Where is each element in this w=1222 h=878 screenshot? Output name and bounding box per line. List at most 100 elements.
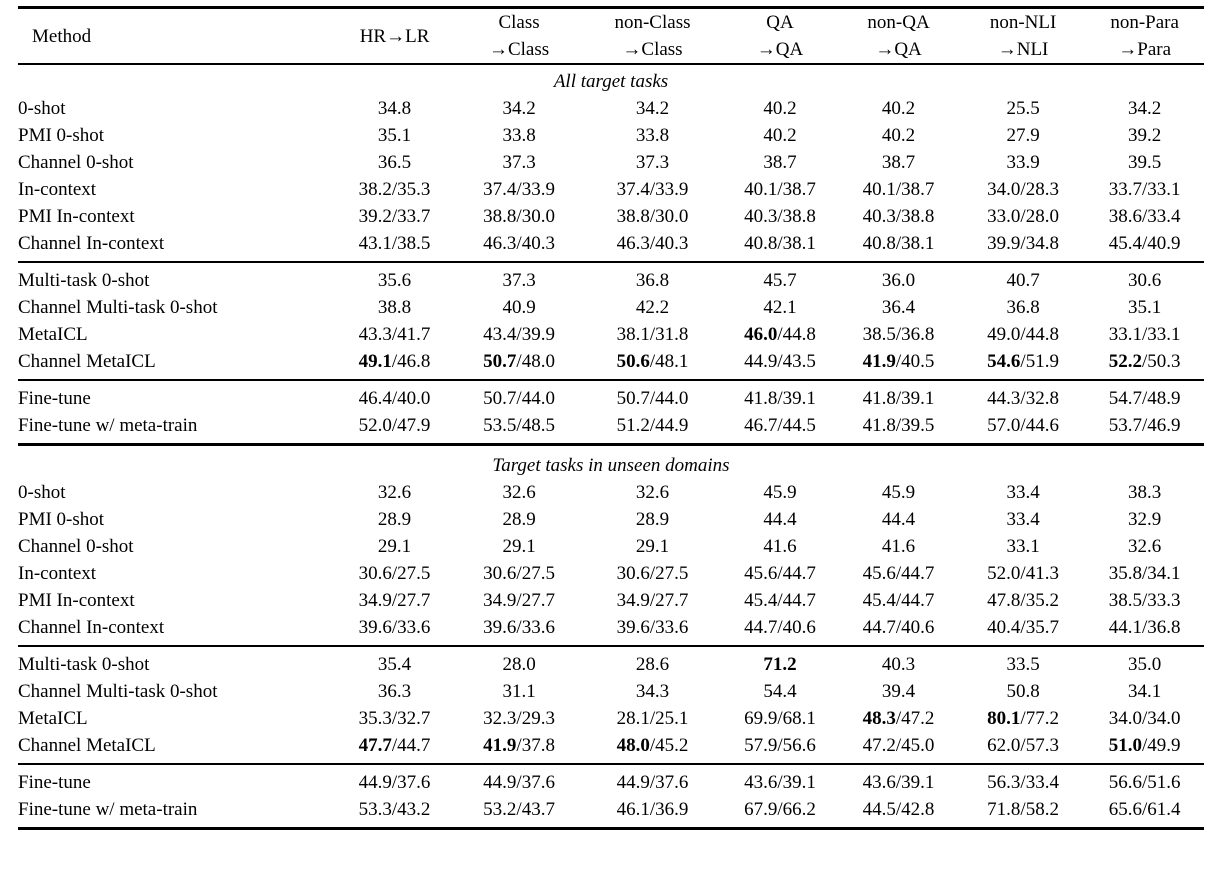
value-cell: 31.1 <box>502 681 536 702</box>
value-cell: 47.8/35.2 <box>987 590 1059 611</box>
table-row: Channel Multi-task 0-shot 36.3 31.1 34.3 54.… <box>18 678 1204 705</box>
value-cell: 39.6/33.6 <box>358 617 431 638</box>
value-cell: 52.0/41.3 <box>987 563 1059 584</box>
results-table: Method HR→LR Class →Class non-Class →Class QA… <box>18 6 1204 830</box>
value-cell: 29.1 <box>502 536 536 557</box>
value-cell: 40.9 <box>502 297 536 318</box>
value-cell: 69.9/68.1 <box>744 708 816 729</box>
value-cell: 44.3/32.8 <box>960 379 1086 412</box>
value-cell: 44.1/36.8 <box>1108 617 1181 638</box>
value-cell: 28.9 <box>635 509 670 530</box>
section-title-row: All target tasks <box>18 64 1204 95</box>
value-cell: 54.4 <box>763 681 797 702</box>
value-cell: 38.6/33.4 <box>1108 206 1181 227</box>
value-cell: 51.0/49.9 <box>1108 735 1181 756</box>
value-cell: 45.7 <box>723 261 837 294</box>
column-header-line2: →Para <box>1118 39 1172 60</box>
value-cell: 34.0/34.0 <box>1108 708 1181 729</box>
table-body: All target tasks 0-shot 34.8 34.2 34.2 40.2 40… <box>18 64 1204 829</box>
value-cell: 27.9 <box>1006 125 1040 146</box>
value-cell: 43.6/39.1 <box>723 763 837 796</box>
value-cell: 41.9/37.8 <box>483 735 555 756</box>
value-cell: 33.5 <box>960 645 1086 678</box>
value-cell: 47.2/45.0 <box>862 735 935 756</box>
method-cell: Channel In-context <box>18 233 165 254</box>
value-cell: 36.5 <box>377 152 412 173</box>
value-cell: 33.0/28.0 <box>987 206 1059 227</box>
method-cell: Multi-task 0-shot <box>18 645 333 678</box>
value-cell: 45.4/44.7 <box>862 590 935 611</box>
value-cell: 36.0 <box>836 261 961 294</box>
value-cell: 34.0/28.3 <box>987 179 1059 200</box>
value-cell: 38.7 <box>881 152 916 173</box>
value-cell: 28.1/25.1 <box>616 708 689 729</box>
value-cell: 40.3/38.8 <box>862 206 935 227</box>
column-header-3: non-Class →Class <box>581 7 724 65</box>
value-cell: 45.9 <box>763 482 797 503</box>
value-cell: 53.5/48.5 <box>483 415 555 436</box>
table-row: Multi-task 0-shot 35.6 37.3 36.8 45.7 36.0 40.… <box>18 261 1204 294</box>
method-cell: Channel 0-shot <box>18 152 134 173</box>
value-cell: 52.0/47.9 <box>358 415 431 436</box>
value-cell: 29.1 <box>377 536 412 557</box>
value-cell: 33.8 <box>635 125 670 146</box>
value-cell: 28.9 <box>502 509 536 530</box>
value-cell: 34.9/27.7 <box>616 590 689 611</box>
value-cell: 40.2 <box>881 125 916 146</box>
value-cell: 38.8/30.0 <box>483 206 555 227</box>
value-cell: 30.6/27.5 <box>358 563 431 584</box>
method-cell: PMI In-context <box>18 590 135 611</box>
value-cell: 57.9/56.6 <box>744 735 816 756</box>
value-cell: 44.7/40.6 <box>862 617 935 638</box>
table-row: Channel 0-shot 36.5 37.3 37.3 38.7 38.7 33.9 39… <box>18 149 1204 176</box>
table-row: MetaICL 43.3/41.7 43.4/39.9 38.1/31.8 46.0/4… <box>18 321 1204 348</box>
value-cell: 25.5 <box>1006 98 1040 119</box>
value-cell: 37.3 <box>456 261 582 294</box>
value-cell: 46.3/40.3 <box>616 233 689 254</box>
table-row: Fine-tune w/ meta-train 53.3/43.2 53.2/43.… <box>18 796 1204 829</box>
value-cell: 29.1 <box>635 536 670 557</box>
table-row: PMI 0-shot 35.1 33.8 33.8 40.2 40.2 27.9 39.2 <box>18 122 1204 149</box>
column-header-line2: →QA <box>875 39 922 60</box>
table-row: 0-shot 32.6 32.6 32.6 45.9 45.9 33.4 38.3 <box>18 479 1204 506</box>
value-cell: 38.5/36.8 <box>862 324 935 345</box>
value-cell: 34.2 <box>635 98 670 119</box>
table-row: MetaICL 35.3/32.7 32.3/29.3 28.1/25.1 69.9/6… <box>18 705 1204 732</box>
value-cell: 32.6 <box>377 482 412 503</box>
value-cell: 53.2/43.7 <box>483 799 555 820</box>
header-row: Method HR→LR Class →Class non-Class →Class QA… <box>18 7 1204 65</box>
method-cell: In-context <box>18 563 97 584</box>
value-cell: 46.3/40.3 <box>483 233 555 254</box>
value-cell: 40.7 <box>960 261 1086 294</box>
column-header-line2: →QA <box>756 39 804 60</box>
table-row: Fine-tune 46.4/40.0 50.7/44.0 50.7/44.0 41.8… <box>18 379 1204 412</box>
value-cell: 32.9 <box>1128 509 1162 530</box>
value-cell: 33.8 <box>502 125 536 146</box>
table-row: Channel Multi-task 0-shot 38.8 40.9 42.2 42.… <box>18 294 1204 321</box>
value-cell: 54.7/48.9 <box>1085 379 1204 412</box>
table-row: PMI 0-shot 28.9 28.9 28.9 44.4 44.4 33.4 32.9 <box>18 506 1204 533</box>
value-cell: 37.4/33.9 <box>616 179 689 200</box>
value-cell: 43.6/39.1 <box>836 763 961 796</box>
section-title: All target tasks <box>553 71 669 92</box>
value-cell: 42.2 <box>635 297 670 318</box>
value-cell: 44.9/43.5 <box>744 351 816 372</box>
column-header-line1: HR→LR <box>359 25 430 47</box>
value-cell: 33.9 <box>1006 152 1040 173</box>
value-cell: 34.3 <box>635 681 670 702</box>
column-header-4: QA →QA <box>723 7 837 65</box>
value-cell: 40.8/38.1 <box>744 233 816 254</box>
value-cell: 34.1 <box>1128 681 1162 702</box>
value-cell: 35.6 <box>332 261 457 294</box>
value-cell: 38.3 <box>1128 482 1162 503</box>
value-cell: 45.9 <box>881 482 916 503</box>
value-cell: 35.8/34.1 <box>1108 563 1181 584</box>
value-cell: 42.1 <box>763 297 797 318</box>
method-cell: In-context <box>18 179 97 200</box>
column-header-6: non-NLI →NLI <box>960 7 1086 65</box>
value-cell: 48.0/45.2 <box>616 735 689 756</box>
value-cell: 33.7/33.1 <box>1108 179 1181 200</box>
value-cell: 36.8 <box>581 261 724 294</box>
table-row: Channel In-context 43.1/38.5 46.3/40.3 46.3… <box>18 230 1204 262</box>
value-cell: 41.6 <box>881 536 916 557</box>
